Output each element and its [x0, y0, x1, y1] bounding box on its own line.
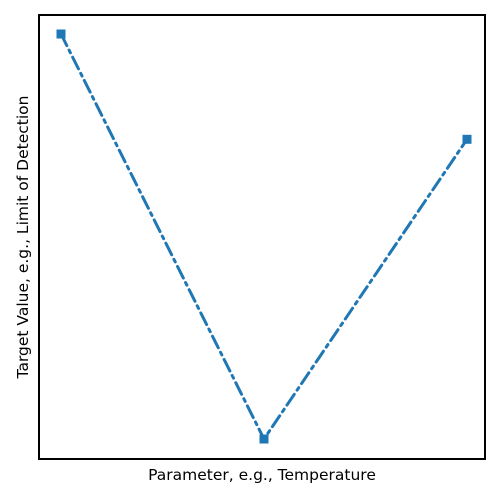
- series-layer: [56, 29, 472, 444]
- data-point-marker: [259, 434, 269, 444]
- data-point-marker: [462, 134, 472, 144]
- series-line: [59, 32, 469, 442]
- plot-area-frame: [38, 14, 486, 460]
- x-axis-label: Parameter, e.g., Temperature: [148, 466, 376, 484]
- y-axis-label: Target Value, e.g., Limit of Detection: [14, 96, 32, 380]
- data-point-marker: [56, 29, 66, 39]
